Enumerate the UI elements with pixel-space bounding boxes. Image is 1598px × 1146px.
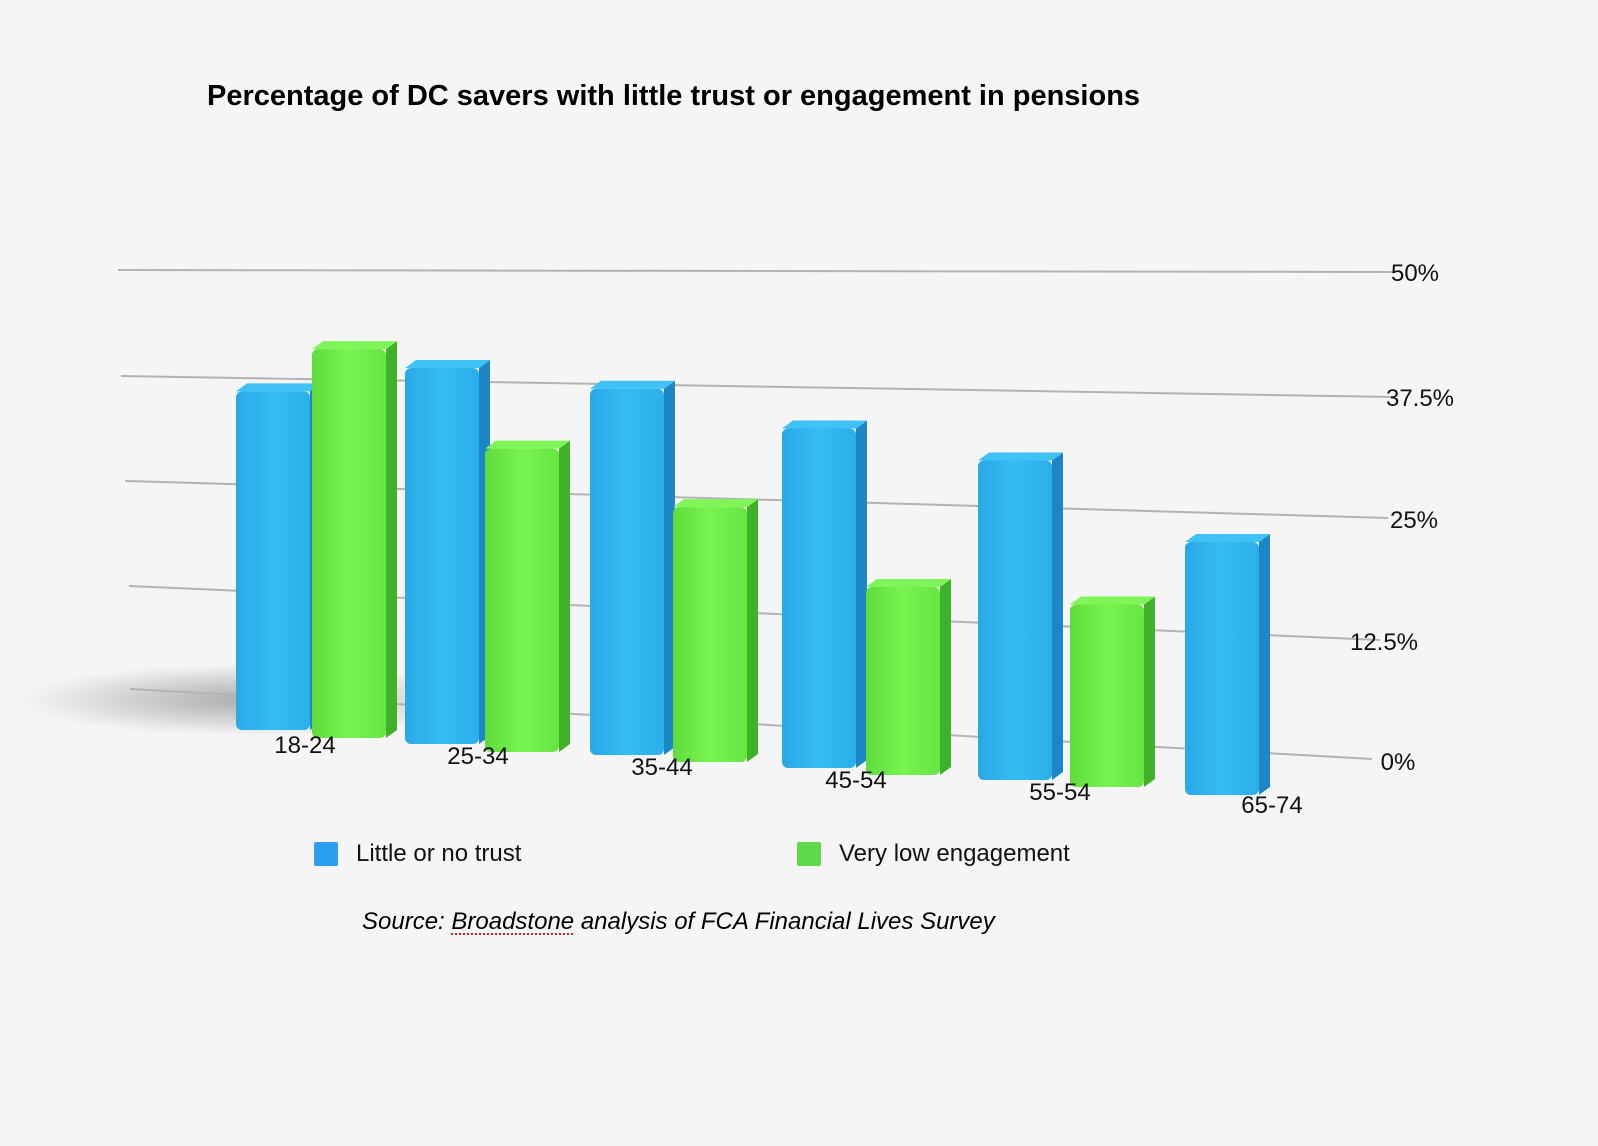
- source-prefix: Source:: [362, 908, 452, 935]
- legend-label-trust: Little or no trust: [356, 840, 522, 867]
- bar-side: [856, 420, 867, 768]
- bar-side: [559, 440, 570, 752]
- y-tick-label: 12.5%: [1350, 629, 1418, 656]
- x-tick-label: 55-54: [1029, 779, 1090, 806]
- y-tick-label: 25%: [1390, 507, 1438, 534]
- bar-engagement-55-54: [1070, 596, 1155, 787]
- bar-side: [1259, 533, 1270, 795]
- legend-item-trust: Little or no trust: [314, 840, 521, 868]
- bar-top: [312, 341, 397, 350]
- x-tick-label: 65-74: [1241, 792, 1302, 819]
- bar-trust-45-54: [782, 420, 867, 768]
- gridline: [117, 269, 1394, 273]
- bar-front: [978, 460, 1052, 780]
- source-flagged-word: Broadstone: [451, 908, 575, 935]
- bar-front: [1185, 541, 1259, 795]
- legend-swatch-trust: [314, 842, 338, 866]
- bar-top: [405, 360, 490, 369]
- y-tick-label: 37.5%: [1386, 385, 1454, 412]
- bar-side: [747, 499, 758, 762]
- bar-top: [485, 440, 570, 449]
- bar-engagement-18-24: [312, 341, 397, 738]
- bar-top: [590, 380, 675, 389]
- x-tick-label: 45-54: [825, 767, 886, 794]
- x-tick-label: 18-24: [274, 732, 335, 759]
- bar-side: [940, 579, 951, 775]
- bar-side: [1144, 596, 1155, 787]
- y-tick-label: 0%: [1381, 749, 1416, 776]
- bar-top: [978, 452, 1063, 461]
- bar-front: [866, 587, 940, 775]
- bar-engagement-25-34: [485, 440, 570, 752]
- source-suffix: analysis of FCA Financial Lives Survey: [574, 908, 995, 935]
- bar-side: [1052, 452, 1063, 780]
- source-note: Source: Broadstone analysis of FCA Finan…: [362, 908, 995, 936]
- chart-title: Percentage of DC savers with little trus…: [207, 80, 1141, 112]
- bar-top: [782, 420, 867, 429]
- bar-front: [673, 507, 747, 762]
- x-tick-label: 35-44: [631, 754, 692, 781]
- bar-front: [236, 391, 310, 730]
- x-tick-label: 25-34: [447, 743, 508, 770]
- bar-front: [312, 349, 386, 738]
- bar-front: [590, 388, 664, 755]
- legend-item-engagement: Very low engagement: [797, 840, 1070, 868]
- bar-top: [1185, 533, 1270, 542]
- bar-trust-18-24: [236, 383, 321, 730]
- legend-label-engagement: Very low engagement: [839, 840, 1070, 867]
- bar-top: [236, 383, 321, 392]
- chart-legend: Little or no trust Very low engagement: [0, 840, 1598, 880]
- bar-top: [673, 499, 758, 508]
- bar-top: [866, 579, 951, 588]
- bar-trust-65-74: [1185, 533, 1270, 795]
- bar-engagement-35-44: [673, 499, 758, 762]
- bar-engagement-45-54: [866, 579, 951, 775]
- bar-side: [664, 380, 675, 755]
- bar-front: [1070, 604, 1144, 787]
- bar-front: [485, 448, 559, 752]
- bar-trust-25-34: [405, 360, 490, 744]
- legend-swatch-engagement: [797, 842, 821, 866]
- bar-trust-55-54: [978, 452, 1063, 780]
- bar-top: [1070, 596, 1155, 605]
- bar-side: [386, 341, 397, 738]
- bar-trust-35-44: [590, 380, 675, 755]
- y-tick-label: 50%: [1391, 260, 1439, 287]
- bar-front: [782, 428, 856, 768]
- bar-front: [405, 368, 479, 744]
